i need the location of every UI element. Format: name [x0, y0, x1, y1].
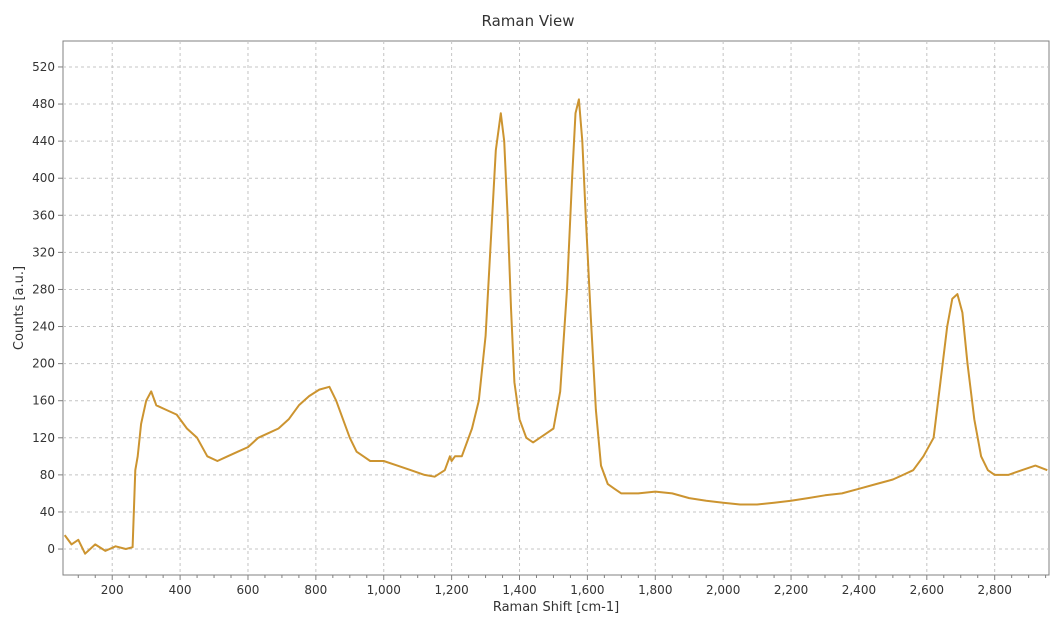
y-tick-label: 520: [32, 60, 55, 74]
x-tick-label: 1,000: [367, 583, 401, 597]
y-tick-label: 280: [32, 282, 55, 296]
axis-ticks: [58, 66, 1047, 580]
x-tick-label: 400: [169, 583, 192, 597]
x-tick-label: 2,200: [774, 583, 808, 597]
y-tick-label: 360: [32, 208, 55, 222]
x-tick-label: 1,600: [570, 583, 604, 597]
y-axis-title: Counts [a.u.]: [12, 266, 27, 350]
y-tick-labels: 0 40 80 120 160 200 240 280 320 360 400 440 480 520: [32, 60, 55, 556]
x-tick-label: 2,800: [978, 583, 1012, 597]
y-tick-label: 0: [47, 542, 55, 556]
x-tick-label: 2,000: [706, 583, 740, 597]
y-tick-label: 320: [32, 245, 55, 259]
y-tick-label: 200: [32, 357, 55, 371]
y-tick-label: 400: [32, 171, 55, 185]
x-tick-label: 2,600: [910, 583, 944, 597]
x-tick-label: 200: [101, 583, 124, 597]
x-tick-label: 1,200: [434, 583, 468, 597]
series-line-0: [63, 98, 1048, 555]
grid-lines: [63, 41, 1049, 575]
x-tick-label: 1,800: [638, 583, 672, 597]
y-tick-label: 160: [32, 394, 55, 408]
chart-title: Raman View: [482, 12, 575, 30]
x-tick-label: 2,400: [842, 583, 876, 597]
series-layer: [63, 98, 1048, 555]
y-tick-label: 240: [32, 320, 55, 334]
y-tick-label: 80: [40, 468, 55, 482]
x-tick-label: 800: [304, 583, 327, 597]
y-tick-label: 120: [32, 431, 55, 445]
y-tick-label: 40: [40, 505, 55, 519]
x-tick-label: 600: [237, 583, 260, 597]
x-axis-title: Raman Shift [cm-1]: [493, 600, 619, 615]
y-tick-label: 440: [32, 134, 55, 148]
x-tick-label: 1,400: [502, 583, 536, 597]
y-tick-label: 480: [32, 97, 55, 111]
x-tick-labels: 200 400 600 800 1,000 1,200 1,400 1,600 1,800 2,0…: [101, 583, 1012, 597]
plot-area: [62, 40, 1050, 576]
